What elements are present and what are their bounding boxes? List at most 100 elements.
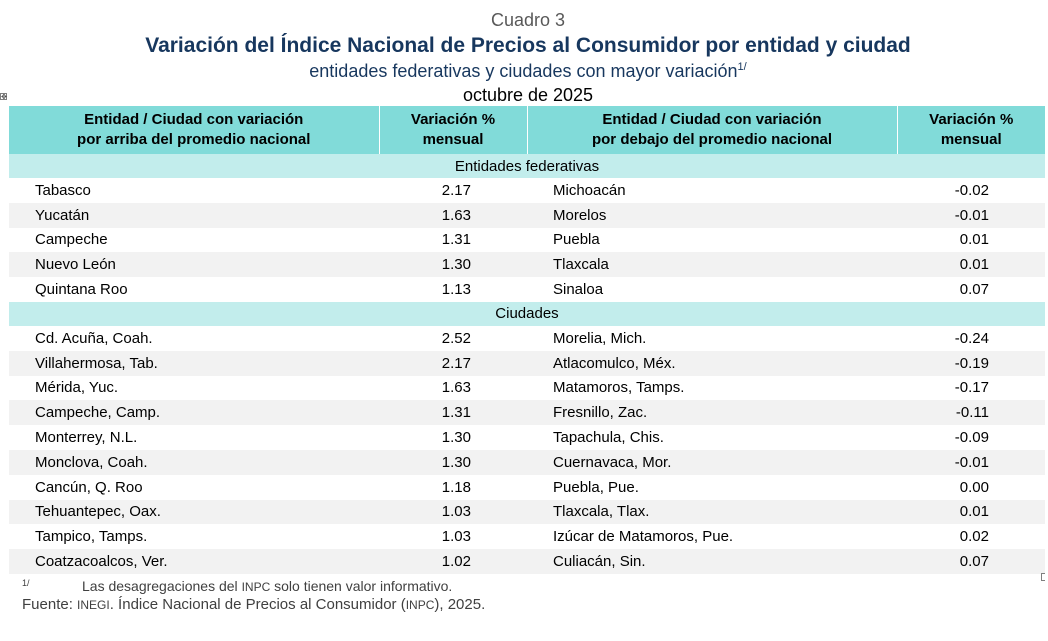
source-abbr-inpc: INPC [405, 598, 435, 612]
table-row: Cd. Acuña, Coah. 2.52 Morelia, Mich. -0.24 [9, 326, 1045, 351]
above-value-cell: 1.31 [441, 231, 471, 249]
above-value-cell: 1.13 [441, 281, 471, 299]
above-name-cell: Monclova, Coah. [9, 449, 379, 475]
table-number: Cuadro 3 [490, 10, 566, 30]
above-value-cell: 1.30 [441, 429, 471, 447]
table-row: Villahermosa, Tab. 2.17 Atlacomulco, Méx. -… [9, 350, 1045, 376]
below-value-cell: 0.00 [959, 478, 989, 496]
header-line: Variación % [410, 111, 496, 128]
table-row: Campeche 1.31 Puebla 0.01 [9, 228, 1045, 253]
table-row: Cancún, Q. Roo 1.18 Puebla, Pue. 0.00 [9, 475, 1045, 500]
below-name-cell: Michoacán [553, 181, 626, 199]
below-value-cell: -0.11 [897, 400, 1045, 426]
header-line: mensual [422, 131, 484, 148]
header-line: por debajo del promedio nacional [591, 131, 833, 148]
above-name-cell: Quintana Roo [35, 281, 128, 299]
section-row: Entidades federativas [9, 154, 1045, 178]
column-header-variation-below: Variación % mensual [897, 106, 1045, 154]
above-value-cell: 1.30 [379, 449, 527, 475]
below-name-cell: Matamoros, Tamps. [553, 379, 685, 397]
table-row: Monterrey, N.L. 1.30 Tapachula, Chis. -0.09 [9, 425, 1045, 450]
footnote-mark: 1/ [22, 578, 30, 588]
table-header: Entidad / Ciudad con variación por arrib… [9, 106, 1045, 154]
move-handle-icon[interactable]: ✥ [0, 93, 7, 101]
below-value-cell: 0.01 [959, 231, 989, 249]
above-value-cell: 1.03 [379, 499, 527, 525]
below-value-cell: -0.19 [897, 350, 1045, 376]
above-name-cell: Tehuantepec, Oax. [9, 499, 379, 525]
above-value-cell: 1.31 [379, 400, 527, 426]
subtitle-text: entidades federativas y ciudades con may… [309, 61, 738, 81]
below-value-cell: 0.07 [897, 549, 1045, 574]
header-line: Entidad / Ciudad con variación [602, 111, 822, 128]
above-name-cell: Campeche, Camp. [9, 400, 379, 426]
table-row: Campeche, Camp. 1.31 Fresnillo, Zac. -0.11 [9, 400, 1045, 426]
above-name-cell: Coatzacoalcos, Ver. [9, 549, 379, 574]
below-name-cell: Puebla, Pue. [553, 478, 639, 496]
below-name-cell: Tlaxcala [527, 252, 897, 278]
page-title: Variación del Índice Nacional de Precios… [145, 34, 911, 57]
below-value-cell: 0.07 [959, 281, 989, 299]
below-name-cell: Culiacán, Sin. [527, 549, 897, 574]
table-row: Tampico, Tamps. 1.03 Izúcar de Matamoros, … [9, 524, 1045, 549]
above-value-cell: 1.30 [379, 252, 527, 278]
header-line: por arriba del promedio nacional [77, 131, 311, 148]
below-value-cell: 0.02 [959, 528, 989, 546]
below-name-cell: Fresnillo, Zac. [527, 400, 897, 426]
table-row: Coatzacoalcos, Ver. 1.02 Culiacán, Sin. 0.0… [9, 549, 1045, 574]
above-value-cell: 2.17 [441, 181, 471, 199]
table-row: Yucatán 1.63 Morelos -0.01 [9, 202, 1045, 228]
table-row: Tehuantepec, Oax. 1.03 Tlaxcala, Tlax. 0.01 [9, 499, 1045, 525]
below-name-cell: Sinaloa [553, 281, 604, 299]
source-note: Fuente: INEGI. Índice Nacional de Precio… [22, 596, 485, 614]
table-row: Monclova, Coah. 1.30 Cuernavaca, Mor. -0.01 [9, 449, 1045, 475]
below-value-cell: -0.02 [954, 181, 989, 199]
above-name-cell: Tabasco [35, 181, 91, 199]
header-line: mensual [940, 131, 1002, 148]
section-label: Ciudades [9, 301, 1045, 326]
above-value-cell: 2.17 [379, 350, 527, 376]
period-label: octubre de 2025 [462, 85, 594, 105]
column-header-variation-above: Variación % mensual [379, 106, 528, 154]
subtitle-footnote-mark: 1/ [737, 61, 747, 73]
source-abbr-inegi: INEGI [77, 598, 110, 612]
above-value-cell: 1.63 [441, 379, 471, 397]
header-line: Entidad / Ciudad con variación [84, 111, 304, 128]
below-value-cell: 0.01 [897, 252, 1045, 278]
above-value-cell: 1.18 [441, 478, 471, 496]
subtitle: entidades federativas y ciudades con may… [0, 60, 1048, 82]
below-name-cell: Puebla [553, 231, 600, 249]
footnote-text-a: Las desagregaciones del [82, 578, 242, 594]
inpc-variation-table: Entidad / Ciudad con variación por arrib… [9, 106, 1045, 574]
below-value-cell: -0.09 [954, 429, 989, 447]
footnote-text-b: solo tienen valor informativo. [270, 578, 453, 594]
table-row: Mérida, Yuc. 1.63 Matamoros, Tamps. -0.17 [9, 376, 1045, 401]
below-value-cell: -0.24 [954, 329, 989, 347]
above-name-cell: Monterrey, N.L. [35, 429, 138, 447]
table-row: Quintana Roo 1.13 Sinaloa 0.07 [9, 277, 1045, 302]
below-name-cell: Cuernavaca, Mor. [527, 449, 897, 475]
below-value-cell: -0.01 [897, 202, 1045, 228]
source-text-b: ), 2025. [434, 596, 486, 613]
above-name-cell: Villahermosa, Tab. [9, 350, 379, 376]
above-name-cell: Yucatán [9, 202, 379, 228]
source-label: Fuente: [22, 596, 78, 613]
below-name-cell: Izúcar de Matamoros, Pue. [553, 528, 734, 546]
below-value-cell: 0.01 [897, 499, 1045, 525]
below-name-cell: Tapachula, Chis. [553, 429, 664, 447]
above-name-cell: Cancún, Q. Roo [35, 478, 143, 496]
below-name-cell: Atlacomulco, Méx. [527, 350, 897, 376]
table-end-marker-icon [1041, 573, 1045, 581]
below-name-cell: Morelos [527, 202, 897, 228]
source-text-a: . Índice Nacional de Precios al Consumid… [109, 596, 406, 613]
table-row: Tabasco 2.17 Michoacán -0.02 [9, 178, 1045, 203]
above-value-cell: 1.03 [441, 528, 471, 546]
column-header-below: Entidad / Ciudad con variación por debaj… [527, 106, 898, 154]
below-name-cell: Tlaxcala, Tlax. [527, 499, 897, 525]
above-name-cell: Cd. Acuña, Coah. [35, 329, 153, 347]
section-label: Entidades federativas [9, 154, 1045, 178]
below-name-cell: Morelia, Mich. [553, 329, 647, 347]
table-body: Entidades federativas Tabasco 2.17 Michoacá… [9, 154, 1045, 574]
above-name-cell: Mérida, Yuc. [35, 379, 119, 397]
footnote: 1/Las desagregaciones del INPC solo tien… [22, 574, 452, 596]
